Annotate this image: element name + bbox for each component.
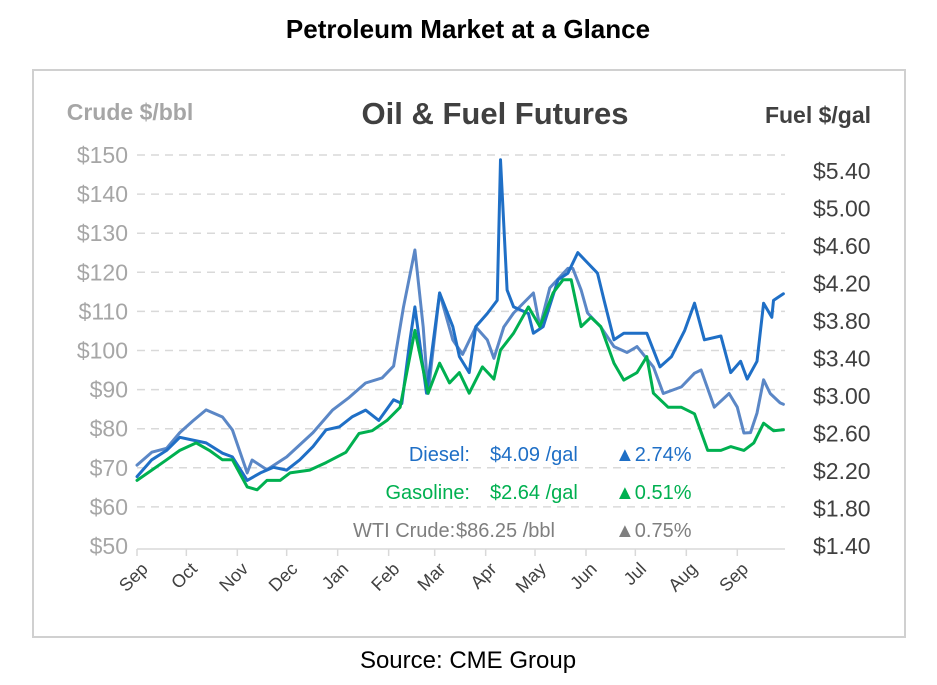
right-tick-label: $4.20 [813, 271, 871, 297]
right-tick-label: $1.40 [813, 533, 871, 559]
legend-gasoline-value: $2.64 /gal [490, 482, 578, 504]
left-tick-label: $90 [90, 377, 128, 403]
legend-crude-value: $86.25 /bbl [456, 520, 555, 542]
series-line-diesel [135, 158, 785, 482]
right-tick-label: $5.40 [813, 158, 871, 184]
series-line-crude [135, 248, 785, 475]
left-tick-label: $80 [90, 416, 128, 442]
legend-diesel-label: Diesel: [409, 444, 470, 466]
legend-gasoline-change: ▲0.51% [615, 482, 692, 504]
right-tick-label: $3.80 [813, 308, 871, 334]
left-tick-label: $150 [77, 142, 128, 168]
legend: Diesel: $4.09 /gal ▲2.74% Gasoline: $2.6… [353, 444, 692, 542]
legend-crude-label: WTI Crude: [353, 520, 455, 542]
left-tick-label: $100 [77, 338, 128, 364]
left-tick-label: $120 [77, 259, 128, 285]
left-tick-label: $60 [90, 494, 128, 520]
left-axis-label: Crude $/bbl [67, 99, 194, 125]
page-title: Petroleum Market at a Glance [286, 14, 650, 44]
legend-crude-change: ▲0.75% [615, 520, 692, 542]
legend-diesel-value: $4.09 /gal [490, 444, 578, 466]
right-tick-label: $3.00 [813, 383, 871, 409]
right-tick-label: $5.00 [813, 196, 871, 222]
chart-frame [32, 69, 906, 638]
left-tick-label: $140 [77, 181, 128, 207]
left-tick-label: $110 [79, 298, 128, 324]
legend-diesel-change: ▲2.74% [615, 444, 692, 466]
right-tick-label: $4.60 [813, 233, 871, 259]
right-axis-label: Fuel $/gal [765, 102, 871, 128]
source-note: Source: CME Group [360, 647, 576, 674]
series-lines [135, 158, 785, 492]
right-tick-label: $1.80 [813, 496, 871, 522]
left-axis-ticks: $150 $140 $130 $120 $110 $100 $90 $80 $70 $60 $50 [77, 142, 128, 559]
legend-gasoline-label: Gasoline: [386, 482, 471, 504]
right-tick-label: $2.20 [813, 458, 871, 484]
chart-title: Oil & Fuel Futures [362, 96, 629, 131]
series-line-gasoline [135, 278, 785, 492]
left-tick-label: $50 [90, 533, 128, 559]
right-tick-label: $2.60 [813, 421, 871, 447]
right-tick-label: $3.40 [813, 346, 871, 372]
left-tick-label: $70 [90, 455, 128, 481]
right-axis-ticks: $5.40 $5.00 $4.60 $4.20 $3.80 $3.40 $3.00 $2.60… [813, 158, 871, 559]
left-tick-label: $130 [77, 220, 128, 246]
